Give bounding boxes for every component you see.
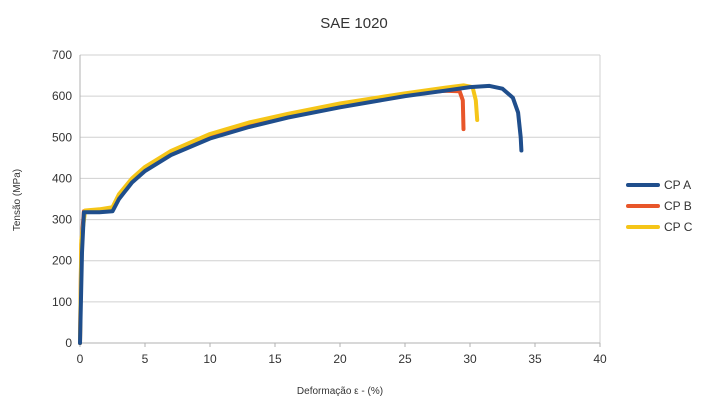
series-line-cp-b	[78, 88, 466, 345]
y-tick-label: 600	[52, 89, 72, 103]
x-axis-label: Deformação ε - (%)	[297, 386, 383, 397]
legend-label: CP B	[664, 199, 692, 213]
y-tick-label: 500	[52, 130, 72, 144]
x-tick-label: 35	[528, 352, 542, 366]
tick-labels: 0 100 200 300 400 500 600 700 0 5 10 15 20 25 30 35 40	[52, 48, 607, 366]
legend-label: CP C	[664, 220, 693, 234]
x-tick-label: 0	[77, 352, 84, 366]
x-tick-label: 20	[333, 352, 347, 366]
grid-lines	[80, 54, 601, 344]
series-line-cp-c	[78, 83, 480, 345]
y-tick-label: 300	[52, 213, 72, 227]
legend: CP A CP B CP C	[626, 178, 693, 234]
y-tick-label: 100	[52, 295, 72, 309]
axes	[79, 55, 601, 347]
y-axis-label: Tensão (MPa)	[12, 169, 23, 231]
y-tick-label: 700	[52, 48, 72, 62]
x-tick-label: 10	[203, 352, 217, 366]
y-tick-label: 0	[65, 336, 72, 350]
series-line-cp-a	[78, 83, 524, 345]
x-tick-label: 25	[398, 352, 412, 366]
x-tick-label: 30	[463, 352, 477, 366]
y-tick-label: 200	[52, 254, 72, 268]
y-tick-label: 400	[52, 171, 72, 185]
chart-title: SAE 1020	[320, 15, 388, 32]
series-lines	[78, 83, 524, 345]
legend-label: CP A	[664, 178, 691, 192]
x-tick-label: 15	[268, 352, 282, 366]
x-tick-label: 40	[593, 352, 607, 366]
x-tick-label: 5	[142, 352, 149, 366]
